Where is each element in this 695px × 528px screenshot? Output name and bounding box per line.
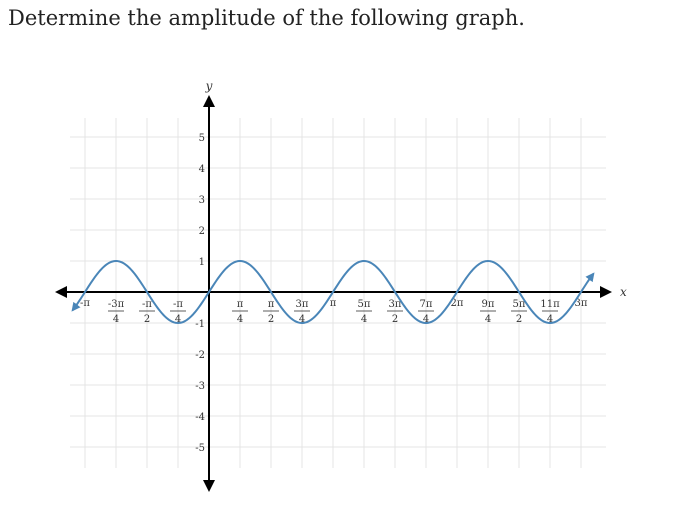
y-tick-label: -2 [195, 350, 205, 361]
x-tick-label: -π [80, 298, 90, 309]
axes: xy [55, 79, 627, 492]
x-tick-denominator: 2 [516, 314, 522, 325]
x-tick-numerator: -π [142, 299, 152, 310]
y-tick-label: -5 [195, 443, 205, 454]
x-tick-label: π [330, 298, 337, 309]
x-axis-right-arrow [600, 286, 612, 298]
x-tick-numerator: 9π [482, 299, 495, 310]
y-tick-label: -3 [195, 381, 205, 392]
x-axis-label: x [620, 285, 627, 299]
curves [71, 259, 595, 325]
x-tick-denominator: 4 [361, 314, 367, 325]
x-tick-numerator: 7π [420, 299, 433, 310]
x-tick-denominator: 2 [144, 314, 150, 325]
y-tick-label: 3 [199, 195, 205, 206]
x-tick-denominator: 2 [392, 314, 398, 325]
y-axis-label: y [205, 79, 213, 93]
x-tick-numerator: -π [173, 299, 183, 310]
y-tick-label: 2 [199, 226, 205, 237]
y-axis-top-arrow [203, 95, 215, 107]
x-tick-denominator: 4 [237, 314, 243, 325]
y-tick-label: -1 [195, 319, 205, 330]
x-axis-left-arrow [55, 286, 67, 298]
y-tick-labels: 5 4 3 2 1 -1 -2 -3 -4 -5 [195, 133, 205, 454]
x-tick-numerator: 3π [296, 299, 309, 310]
y-tick-label: 1 [199, 257, 205, 268]
x-tick-numerator: 5π [358, 299, 371, 310]
x-tick-denominator: 4 [299, 314, 305, 325]
x-tick-numerator: π [268, 299, 275, 310]
y-tick-label: -4 [195, 412, 205, 423]
x-tick-denominator: 4 [175, 314, 181, 325]
sine-curve [71, 259, 595, 325]
x-tick-denominator: 4 [113, 314, 119, 325]
question-text: Determine the amplitude of the following… [8, 6, 525, 30]
y-tick-label: 5 [199, 133, 205, 144]
x-tick-denominator: 4 [423, 314, 429, 325]
x-tick-numerator: -3π [108, 299, 125, 310]
y-tick-label: 4 [199, 164, 205, 175]
x-tick-numerator: π [237, 299, 244, 310]
x-tick-denominator: 4 [485, 314, 491, 325]
x-tick-denominator: 4 [547, 314, 553, 325]
x-tick-denominator: 2 [268, 314, 274, 325]
x-tick-numerator: 11π [540, 299, 560, 310]
y-axis-bottom-arrow [203, 480, 215, 492]
